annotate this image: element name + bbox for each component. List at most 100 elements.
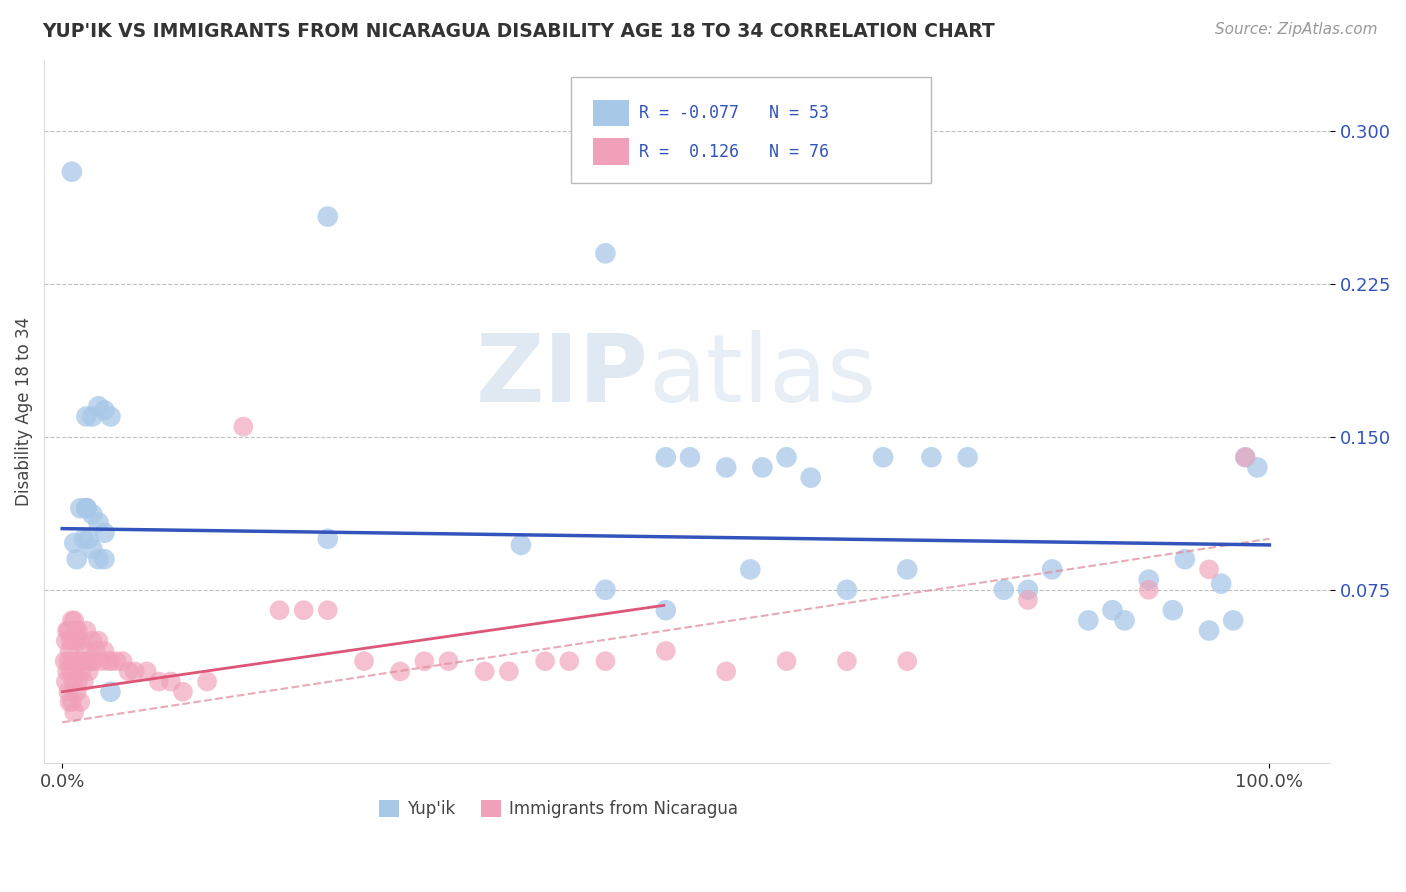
Point bbox=[66, 552, 89, 566]
Bar bbox=[593, 100, 628, 127]
Point bbox=[87, 399, 110, 413]
Point bbox=[993, 582, 1015, 597]
Point bbox=[389, 665, 412, 679]
Point bbox=[76, 654, 98, 668]
Point bbox=[69, 695, 91, 709]
Point bbox=[69, 633, 91, 648]
Point bbox=[775, 654, 797, 668]
Text: R = -0.077   N = 53: R = -0.077 N = 53 bbox=[640, 104, 830, 122]
Point bbox=[55, 674, 77, 689]
Point bbox=[70, 665, 93, 679]
Point bbox=[75, 624, 97, 638]
Point bbox=[595, 582, 617, 597]
Point bbox=[77, 665, 100, 679]
Point bbox=[53, 654, 76, 668]
Point bbox=[66, 633, 89, 648]
Y-axis label: Disability Age 18 to 34: Disability Age 18 to 34 bbox=[15, 317, 32, 506]
Point bbox=[800, 470, 823, 484]
Point bbox=[62, 633, 84, 648]
Point bbox=[655, 450, 678, 465]
Text: atlas: atlas bbox=[648, 330, 876, 422]
Point bbox=[740, 562, 762, 576]
Point bbox=[72, 654, 94, 668]
Point bbox=[82, 508, 104, 522]
Point bbox=[87, 552, 110, 566]
Point bbox=[75, 501, 97, 516]
Point bbox=[655, 644, 678, 658]
Point bbox=[100, 685, 122, 699]
Point bbox=[872, 450, 894, 465]
Point bbox=[75, 501, 97, 516]
Point bbox=[195, 674, 218, 689]
Point bbox=[751, 460, 773, 475]
Text: Source: ZipAtlas.com: Source: ZipAtlas.com bbox=[1215, 22, 1378, 37]
Point bbox=[58, 654, 80, 668]
Point bbox=[56, 665, 79, 679]
Point bbox=[58, 685, 80, 699]
Point bbox=[93, 403, 115, 417]
Point bbox=[93, 552, 115, 566]
Point bbox=[63, 536, 86, 550]
Point bbox=[135, 665, 157, 679]
Point bbox=[58, 644, 80, 658]
Point bbox=[534, 654, 557, 668]
Point bbox=[63, 705, 86, 719]
Point bbox=[87, 516, 110, 530]
Point bbox=[59, 665, 82, 679]
Point bbox=[595, 654, 617, 668]
Point bbox=[1198, 624, 1220, 638]
Point bbox=[60, 695, 83, 709]
Point bbox=[59, 633, 82, 648]
Point bbox=[66, 674, 89, 689]
Point bbox=[1222, 613, 1244, 627]
Point bbox=[93, 525, 115, 540]
Point bbox=[117, 665, 139, 679]
Point bbox=[1174, 552, 1197, 566]
Point bbox=[67, 654, 90, 668]
Point bbox=[56, 624, 79, 638]
Point bbox=[148, 674, 170, 689]
Point bbox=[1101, 603, 1123, 617]
Point bbox=[73, 674, 96, 689]
Point bbox=[63, 613, 86, 627]
Point bbox=[353, 654, 375, 668]
Text: ZIP: ZIP bbox=[475, 330, 648, 422]
Point bbox=[60, 613, 83, 627]
Point bbox=[474, 665, 496, 679]
Point bbox=[835, 654, 858, 668]
Point bbox=[83, 654, 105, 668]
Point bbox=[87, 633, 110, 648]
Point bbox=[66, 624, 89, 638]
Point bbox=[1017, 582, 1039, 597]
Point bbox=[1137, 573, 1160, 587]
Point bbox=[82, 633, 104, 648]
Point bbox=[714, 665, 737, 679]
Point bbox=[896, 562, 918, 576]
Point bbox=[60, 165, 83, 179]
Point bbox=[55, 633, 77, 648]
Point bbox=[58, 695, 80, 709]
Point bbox=[1017, 593, 1039, 607]
Point bbox=[316, 603, 339, 617]
Point bbox=[82, 409, 104, 424]
Point bbox=[73, 532, 96, 546]
Point bbox=[1114, 613, 1136, 627]
Point bbox=[269, 603, 291, 617]
Point bbox=[80, 654, 103, 668]
Point bbox=[920, 450, 942, 465]
FancyBboxPatch shape bbox=[571, 78, 931, 183]
Point bbox=[75, 644, 97, 658]
Point bbox=[111, 654, 134, 668]
Point bbox=[65, 624, 87, 638]
Point bbox=[316, 210, 339, 224]
Point bbox=[124, 665, 146, 679]
Point bbox=[1040, 562, 1063, 576]
Point bbox=[60, 654, 83, 668]
Legend: Yup'ik, Immigrants from Nicaragua: Yup'ik, Immigrants from Nicaragua bbox=[373, 794, 745, 825]
Point bbox=[1246, 460, 1268, 475]
Point bbox=[558, 654, 581, 668]
Point bbox=[510, 538, 533, 552]
Point bbox=[1211, 576, 1233, 591]
Point bbox=[69, 501, 91, 516]
Point bbox=[595, 246, 617, 260]
